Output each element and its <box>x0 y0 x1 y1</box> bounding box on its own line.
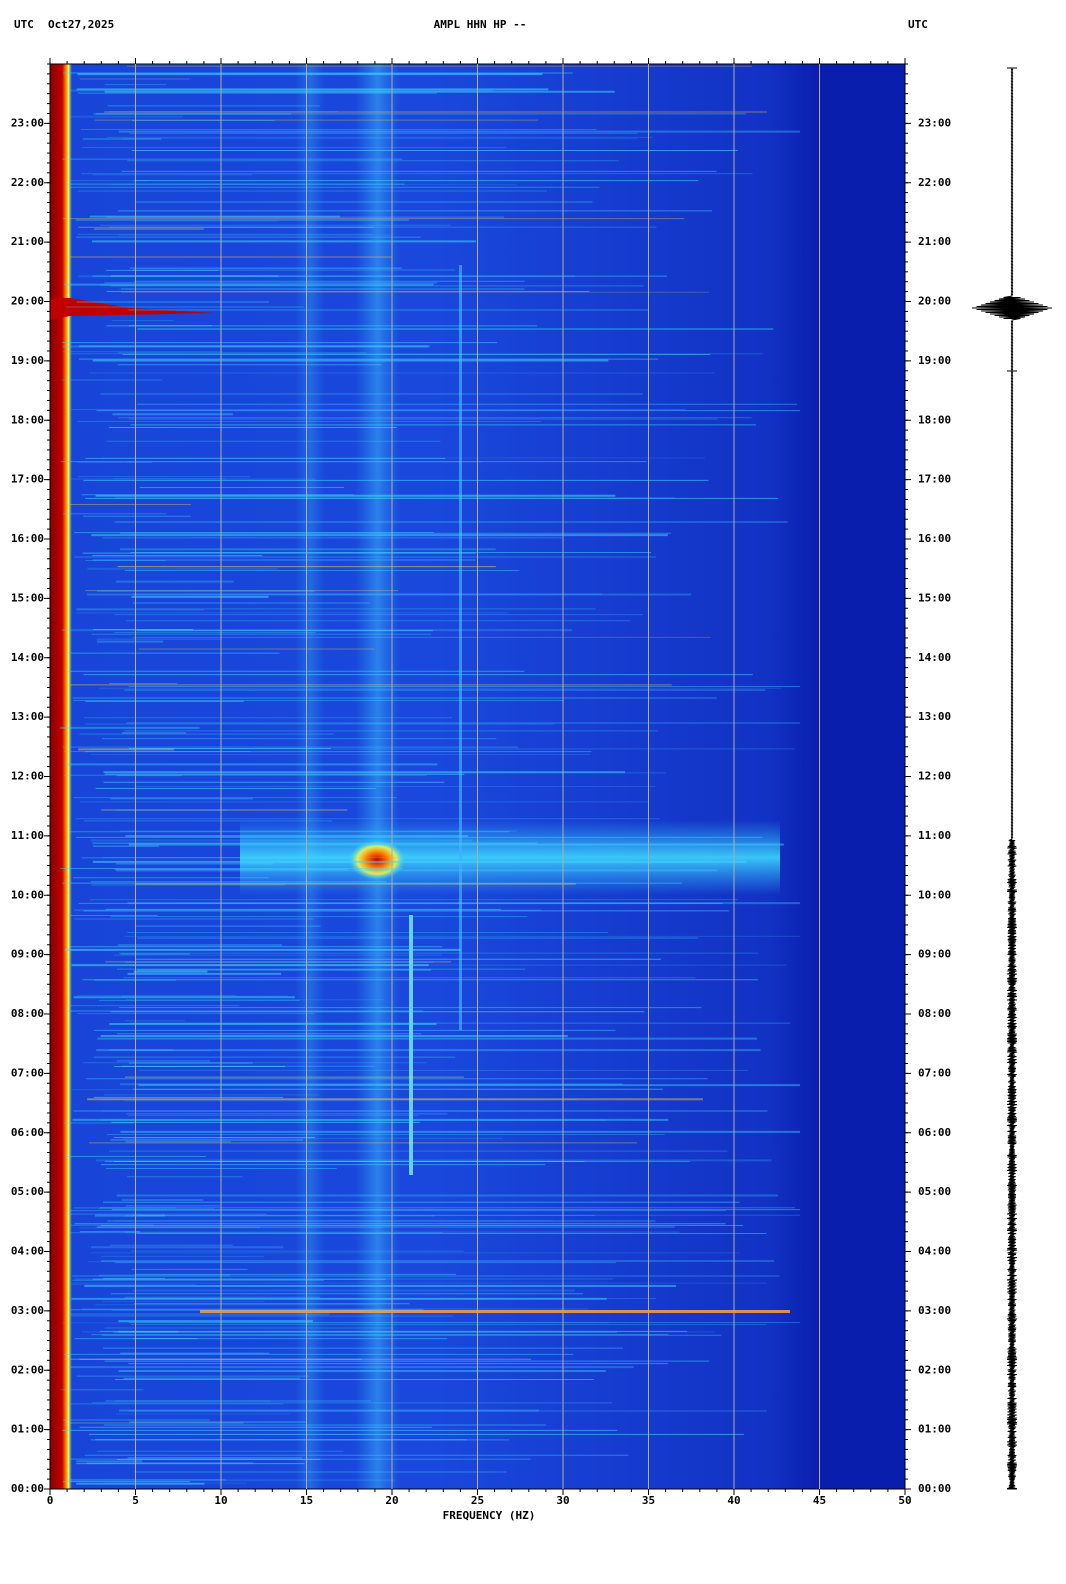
spectrogram-texture <box>240 820 780 895</box>
y-tick-label: 05:00 <box>918 1185 951 1198</box>
y-tick-label: 01:00 <box>918 1423 951 1436</box>
y-tick-label: 04:00 <box>11 1245 44 1258</box>
y-tick-label: 21:00 <box>11 235 44 248</box>
y-tick-label: 07:00 <box>918 1066 951 1079</box>
y-tick-label: 09:00 <box>11 948 44 961</box>
x-axis-label: FREQUENCY (HZ) <box>443 1509 536 1522</box>
y-tick-label: 12:00 <box>918 770 951 783</box>
x-tick-label: 15 <box>300 1494 313 1507</box>
y-tick-label: 20:00 <box>11 295 44 308</box>
x-tick-label: 25 <box>471 1494 484 1507</box>
x-tick-label: 45 <box>813 1494 826 1507</box>
y-tick-label: 02:00 <box>11 1363 44 1376</box>
y-tick-label: 05:00 <box>11 1185 44 1198</box>
y-tick-label: 11:00 <box>918 829 951 842</box>
date: Oct27,2025 <box>48 18 114 31</box>
y-tick-label: 20:00 <box>918 295 951 308</box>
y-tick-label: 13:00 <box>11 710 44 723</box>
x-tick-label: 20 <box>385 1494 398 1507</box>
spectrogram-texture <box>409 915 413 1175</box>
y-tick-label: 14:00 <box>918 651 951 664</box>
y-tick-label: 19:00 <box>11 354 44 367</box>
x-tick-label: 30 <box>556 1494 569 1507</box>
y-tick-label: 17:00 <box>918 473 951 486</box>
y-tick-label: 13:00 <box>918 710 951 723</box>
seismogram-trace <box>971 67 1053 1489</box>
y-tick-label: 22:00 <box>918 176 951 189</box>
y-tick-label: 03:00 <box>918 1304 951 1317</box>
y-tick-label: 02:00 <box>918 1363 951 1376</box>
y-tick-label: 12:00 <box>11 770 44 783</box>
x-tick-label: 40 <box>727 1494 740 1507</box>
y-tick-label: 06:00 <box>11 1126 44 1139</box>
y-tick-label: 23:00 <box>11 116 44 129</box>
y-tick-label: 17:00 <box>11 473 44 486</box>
y-tick-label: 06:00 <box>918 1126 951 1139</box>
y-tick-label: 18:00 <box>11 413 44 426</box>
timezone-left: UTC <box>14 18 34 31</box>
y-tick-label: 15:00 <box>11 591 44 604</box>
x-tick-label: 10 <box>214 1494 227 1507</box>
y-tick-label: 16:00 <box>918 532 951 545</box>
y-tick-label: 21:00 <box>918 235 951 248</box>
y-tick-label: 01:00 <box>11 1423 44 1436</box>
y-tick-label: 19:00 <box>918 354 951 367</box>
y-tick-label: 08:00 <box>918 1007 951 1020</box>
y-tick-label: 11:00 <box>11 829 44 842</box>
x-tick-label: 50 <box>898 1494 911 1507</box>
y-tick-label: 00:00 <box>11 1482 44 1495</box>
y-tick-label: 04:00 <box>918 1245 951 1258</box>
y-tick-label: 23:00 <box>918 116 951 129</box>
y-tick-label: 10:00 <box>918 888 951 901</box>
y-tick-label: 09:00 <box>918 948 951 961</box>
spectrogram-texture <box>355 64 400 1489</box>
y-tick-label: 10:00 <box>11 888 44 901</box>
y-tick-label: 00:00 <box>918 1482 951 1495</box>
y-tick-label: 18:00 <box>918 413 951 426</box>
timezone-right: UTC <box>908 18 928 31</box>
spectrogram-texture <box>295 64 325 1489</box>
spectrogram-texture <box>349 840 405 880</box>
x-tick-label: 35 <box>642 1494 655 1507</box>
x-tick-label: 0 <box>47 1494 54 1507</box>
x-tick-label: 5 <box>132 1494 139 1507</box>
y-tick-label: 14:00 <box>11 651 44 664</box>
chart-title: AMPL HHN HP -- <box>434 18 527 31</box>
spectrogram-texture <box>50 64 72 1489</box>
spectrogram-texture <box>200 1310 790 1313</box>
y-tick-label: 07:00 <box>11 1066 44 1079</box>
y-tick-label: 16:00 <box>11 532 44 545</box>
y-tick-label: 22:00 <box>11 176 44 189</box>
spectrogram-texture <box>50 298 215 320</box>
y-tick-label: 08:00 <box>11 1007 44 1020</box>
spectrogram-texture <box>459 265 462 1030</box>
y-tick-label: 15:00 <box>918 591 951 604</box>
y-tick-label: 03:00 <box>11 1304 44 1317</box>
